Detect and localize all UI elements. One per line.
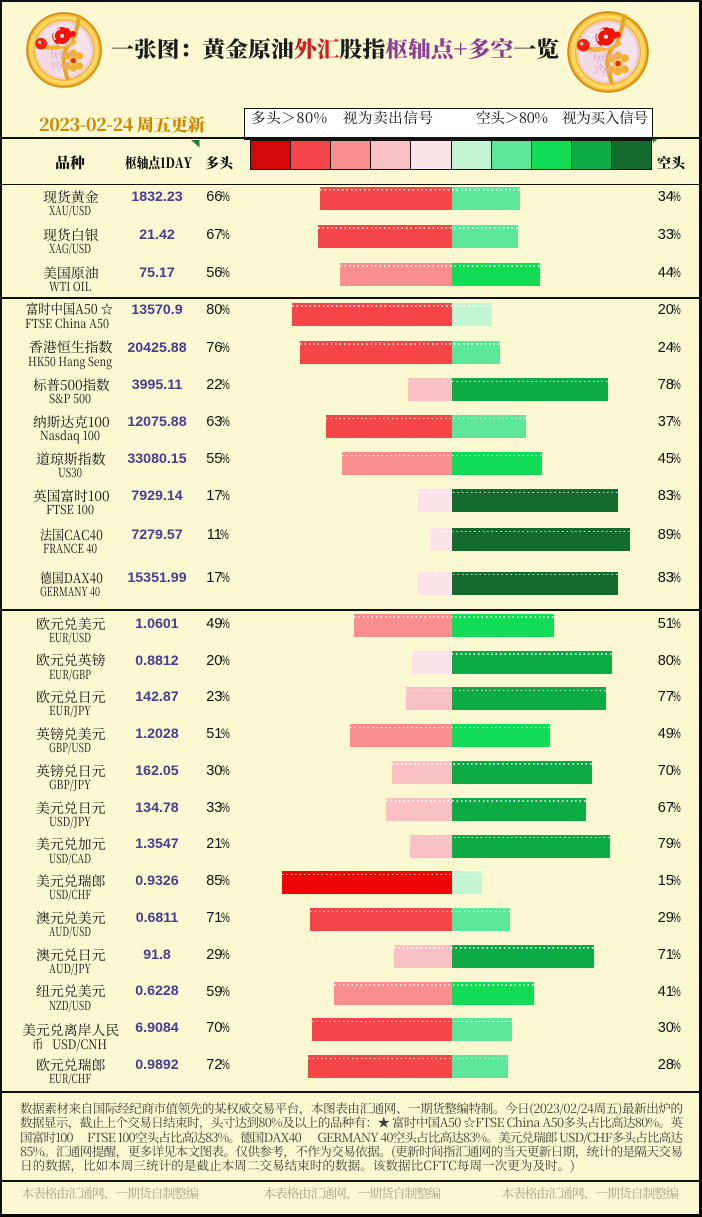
svg-text:ylyq: ylyq [51,60,68,71]
svg-text:fx678: fx678 [50,50,74,61]
svg-text:ylyq: ylyq [594,62,613,74]
svg-text:fx678: fx678 [593,51,619,63]
